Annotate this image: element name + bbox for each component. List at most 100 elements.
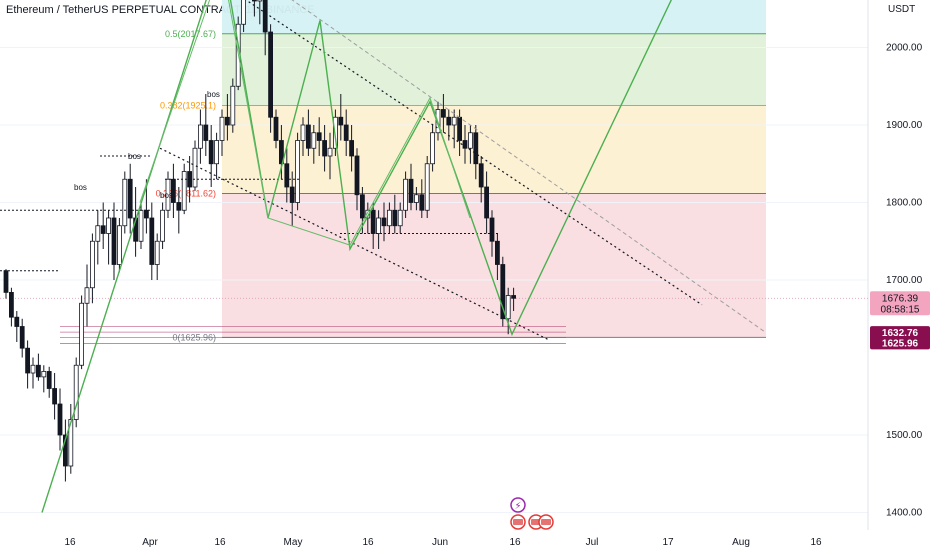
candle-body — [46, 371, 52, 389]
candle-body — [262, 0, 268, 33]
candle-body — [392, 209, 398, 227]
candle-body — [19, 326, 25, 349]
faint-trendline — [291, 0, 767, 334]
fib-zone — [222, 0, 766, 34]
candle-body — [219, 116, 225, 141]
candle-body — [354, 155, 360, 196]
candle-body — [203, 124, 209, 141]
candle-body — [14, 316, 20, 327]
candle-body — [52, 388, 57, 405]
candle-body — [278, 140, 284, 165]
candle-body — [154, 240, 160, 265]
fib-zone — [222, 33, 766, 106]
candle-body — [511, 295, 517, 299]
candle-body — [106, 217, 111, 234]
lightning-glyph: ⚡ — [514, 501, 521, 512]
candle-body — [305, 124, 311, 149]
y-tick-label: 1700.00 — [886, 275, 923, 286]
candle-body — [257, 0, 263, 2]
y-tick-label: 1800.00 — [886, 198, 923, 209]
candle-body — [30, 364, 36, 374]
y-tick-label: 1900.00 — [886, 120, 923, 131]
candle-body — [505, 295, 511, 320]
candle-body — [73, 364, 79, 420]
fib-zone — [222, 193, 766, 338]
candle-body — [63, 434, 68, 467]
candle-body — [403, 178, 409, 211]
bos-label: bos — [160, 191, 173, 200]
candle-body — [111, 217, 117, 265]
candle-body — [473, 132, 479, 165]
candle-body — [224, 116, 230, 126]
candle-body — [41, 371, 47, 378]
candle-body — [117, 225, 122, 265]
candle-body — [90, 240, 95, 289]
x-tick-label: 16 — [810, 537, 822, 548]
support-price-label: 1625.96 — [882, 338, 919, 349]
candle-body — [273, 116, 279, 141]
countdown-label: 08:58:15 — [881, 304, 920, 315]
candle-body — [413, 194, 419, 203]
candle-body — [376, 217, 382, 234]
candle-body — [365, 209, 371, 219]
x-tick-label: 17 — [662, 537, 674, 548]
current-price-label: 1676.39 — [882, 293, 919, 304]
candle-body — [467, 132, 473, 149]
candle-body — [214, 140, 220, 165]
x-tick-label: 16 — [362, 537, 374, 548]
candle-body — [408, 178, 414, 203]
candle-body — [149, 217, 155, 265]
x-tick-label: 16 — [509, 537, 521, 548]
candle-body — [289, 186, 295, 203]
current-price-badge — [870, 291, 930, 316]
wave-path — [139, 0, 471, 246]
candle-body — [176, 202, 182, 211]
candle-body — [300, 124, 306, 141]
candle-body — [8, 291, 14, 318]
candle-body — [462, 140, 468, 149]
x-tick-label: 16 — [214, 537, 226, 548]
candle-body — [397, 209, 403, 227]
candle-body — [84, 287, 90, 304]
candle-body — [122, 178, 128, 227]
candle-body — [327, 147, 333, 157]
candle-body — [338, 116, 344, 126]
candle-body — [197, 124, 203, 149]
support-price-badge — [870, 336, 930, 350]
candle-body — [322, 140, 328, 157]
candle-body — [446, 116, 452, 126]
x-tick-label: 16 — [64, 537, 76, 548]
fib-level-label: 0.382(1925.1) — [160, 101, 216, 111]
candle-body — [451, 116, 457, 126]
candle-body — [381, 217, 387, 227]
candle-body — [181, 171, 187, 211]
candle-body — [57, 403, 63, 436]
candle-body — [127, 178, 133, 219]
candle-body — [457, 116, 463, 141]
x-tick-label: Aug — [732, 537, 750, 548]
candle-body — [165, 178, 171, 211]
candle-body — [419, 194, 425, 211]
candle-body — [370, 209, 376, 234]
candle-body — [230, 85, 236, 126]
candle-body — [143, 209, 149, 219]
fib-level-label: 0.5(2017.67) — [165, 29, 216, 39]
currency-label: USDT — [888, 4, 916, 15]
candle-body — [424, 163, 430, 211]
fib-zone — [222, 105, 766, 194]
candle-body — [484, 186, 490, 219]
bos-label: bos — [74, 183, 87, 192]
bos-label: bos — [128, 152, 141, 161]
y-tick-label: 2000.00 — [886, 43, 923, 54]
candle-body — [138, 209, 144, 242]
candle-body — [440, 109, 446, 118]
candle-body — [295, 140, 301, 203]
support-price-label: 1632.76 — [882, 328, 919, 339]
y-tick-label: 1400.00 — [886, 508, 923, 519]
x-tick-label: Apr — [142, 537, 158, 548]
x-tick-label: Jun — [432, 537, 448, 548]
candle-body — [349, 140, 355, 157]
candle-body — [359, 194, 365, 219]
candle-body — [3, 270, 9, 293]
